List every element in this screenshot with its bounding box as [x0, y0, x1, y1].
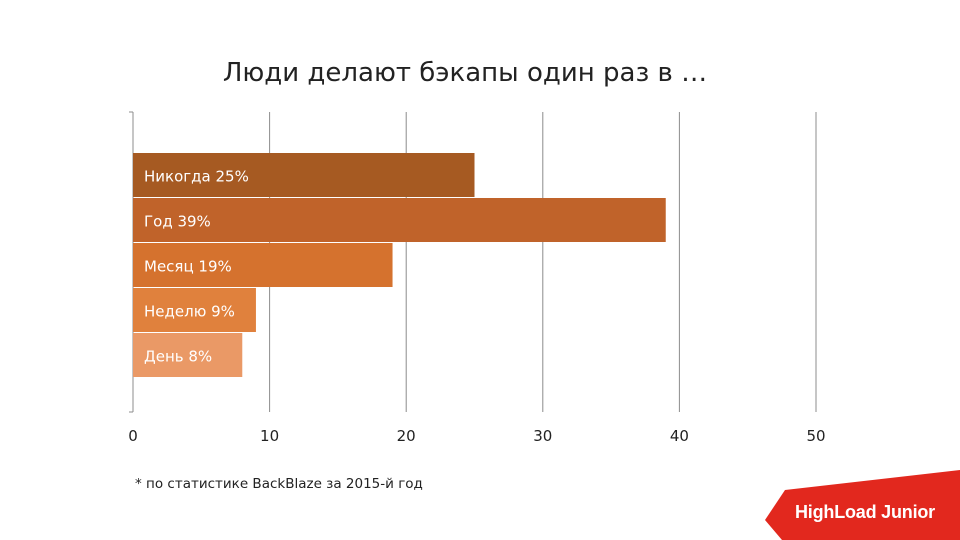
- bar-label-2: Год 39%: [144, 213, 211, 231]
- x-tick-label-40: 40: [670, 427, 689, 445]
- bar-label-5: День 8%: [144, 348, 212, 366]
- x-tick-label-20: 20: [397, 427, 416, 445]
- bar-4: [133, 288, 256, 332]
- bar-1: [133, 153, 475, 197]
- x-tick-label-0: 0: [128, 427, 138, 445]
- bar-2: [133, 198, 666, 242]
- highload-logo-badge: [765, 470, 960, 540]
- logo-red-shape: [765, 470, 960, 540]
- bar-label-3: Месяц 19%: [144, 258, 232, 276]
- slide-title: Люди делают бэкапы один раз в …: [222, 58, 708, 88]
- x-tick-label-50: 50: [806, 427, 825, 445]
- bar-5: [133, 333, 243, 377]
- bar-3: [133, 243, 393, 287]
- footnote: * по статистике BackBlaze за 2015-й год: [135, 476, 423, 492]
- bar-label-1: Никогда 25%: [144, 168, 249, 186]
- x-tick-label-10: 10: [260, 427, 279, 445]
- x-tick-label-30: 30: [533, 427, 552, 445]
- logo-text: HighLoad Junior: [795, 502, 935, 522]
- bar-label-4: Неделю 9%: [144, 303, 235, 321]
